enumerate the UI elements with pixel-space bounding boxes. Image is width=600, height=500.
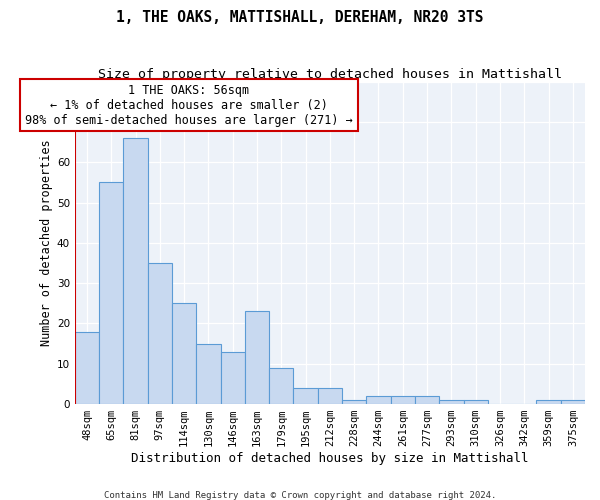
- Bar: [124, 138, 148, 404]
- Bar: [561, 400, 585, 404]
- Y-axis label: Number of detached properties: Number of detached properties: [40, 140, 53, 346]
- Bar: [148, 263, 172, 404]
- Bar: [75, 332, 99, 404]
- Bar: [269, 368, 293, 404]
- Bar: [464, 400, 488, 404]
- Bar: [415, 396, 439, 404]
- Bar: [367, 396, 391, 404]
- Bar: [196, 344, 221, 404]
- Title: Size of property relative to detached houses in Mattishall: Size of property relative to detached ho…: [98, 68, 562, 80]
- Bar: [536, 400, 561, 404]
- Bar: [172, 304, 196, 404]
- Bar: [318, 388, 342, 404]
- X-axis label: Distribution of detached houses by size in Mattishall: Distribution of detached houses by size …: [131, 452, 529, 465]
- Text: 1, THE OAKS, MATTISHALL, DEREHAM, NR20 3TS: 1, THE OAKS, MATTISHALL, DEREHAM, NR20 3…: [116, 10, 484, 25]
- Bar: [293, 388, 318, 404]
- Bar: [391, 396, 415, 404]
- Bar: [245, 312, 269, 404]
- Text: 1 THE OAKS: 56sqm
← 1% of detached houses are smaller (2)
98% of semi-detached h: 1 THE OAKS: 56sqm ← 1% of detached house…: [25, 84, 353, 126]
- Bar: [342, 400, 367, 404]
- Bar: [439, 400, 464, 404]
- Bar: [99, 182, 124, 404]
- Text: Contains HM Land Registry data © Crown copyright and database right 2024.: Contains HM Land Registry data © Crown c…: [104, 490, 496, 500]
- Bar: [221, 352, 245, 404]
